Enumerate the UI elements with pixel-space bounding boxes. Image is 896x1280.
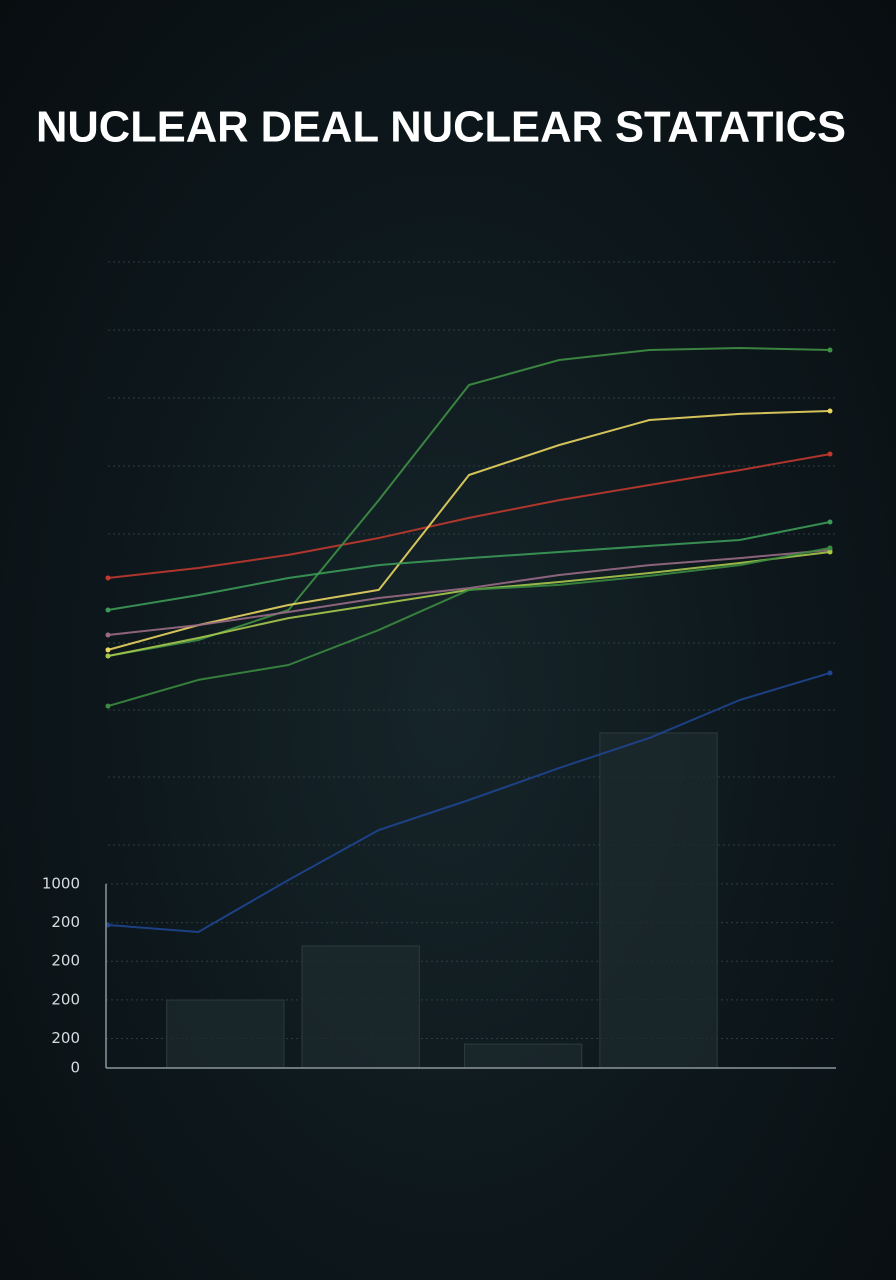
line-series: [107, 546, 831, 708]
line-series: [107, 549, 831, 636]
line-end-marker: [105, 647, 111, 653]
line-series: [107, 347, 831, 657]
line-end-marker: [105, 575, 111, 581]
line-end-marker: [827, 549, 833, 555]
line-end-marker: [827, 408, 833, 414]
y-tick-label: 200: [51, 952, 80, 970]
line-end-marker: [827, 347, 833, 353]
line-end-marker: [827, 451, 833, 457]
y-tick-label: 200: [51, 913, 80, 931]
y-tick-label: 0: [70, 1059, 80, 1077]
line-end-marker: [827, 545, 833, 551]
y-tick-label: 200: [51, 990, 80, 1008]
background-grid: [108, 261, 836, 846]
chart-title: NUCLEAR DEAL NUCLEAR STATATICS: [36, 103, 846, 152]
y-tick-label: 200: [51, 1029, 80, 1047]
bar: [166, 999, 285, 1069]
bar: [599, 732, 718, 1069]
line-series: [107, 453, 831, 579]
line-series: [107, 521, 831, 611]
line-end-marker: [105, 653, 111, 659]
line-end-marker: [105, 632, 111, 638]
line-end-marker: [105, 607, 111, 613]
bar: [301, 945, 420, 1069]
line-end-marker: [827, 670, 833, 676]
line-end-marker: [827, 519, 833, 525]
line-series: [107, 671, 831, 933]
bar: [463, 1043, 583, 1069]
line-end-marker: [105, 703, 111, 709]
y-tick-label: 1000: [42, 874, 80, 892]
line-series: [107, 410, 831, 651]
